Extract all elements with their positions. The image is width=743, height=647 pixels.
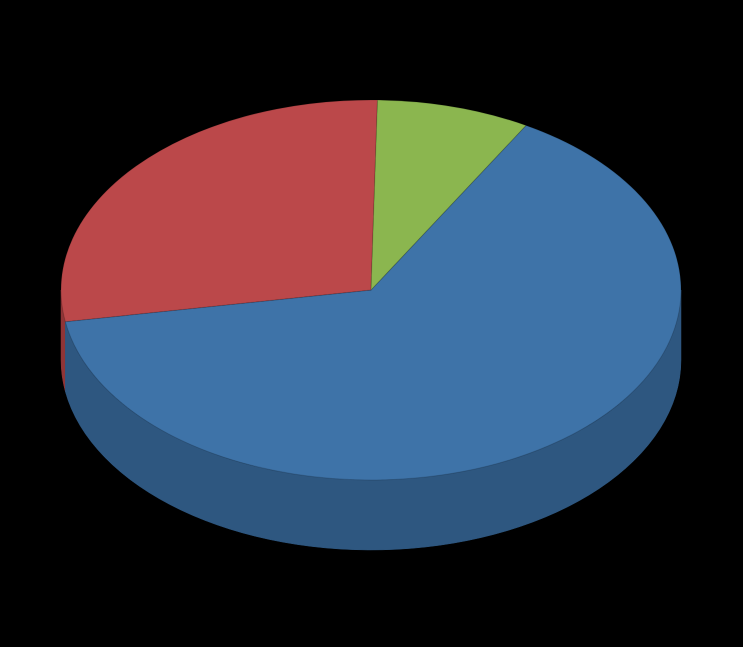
pie-chart-3d [0, 0, 743, 647]
pie-slice [61, 100, 377, 322]
pie-chart-svg [0, 0, 743, 647]
